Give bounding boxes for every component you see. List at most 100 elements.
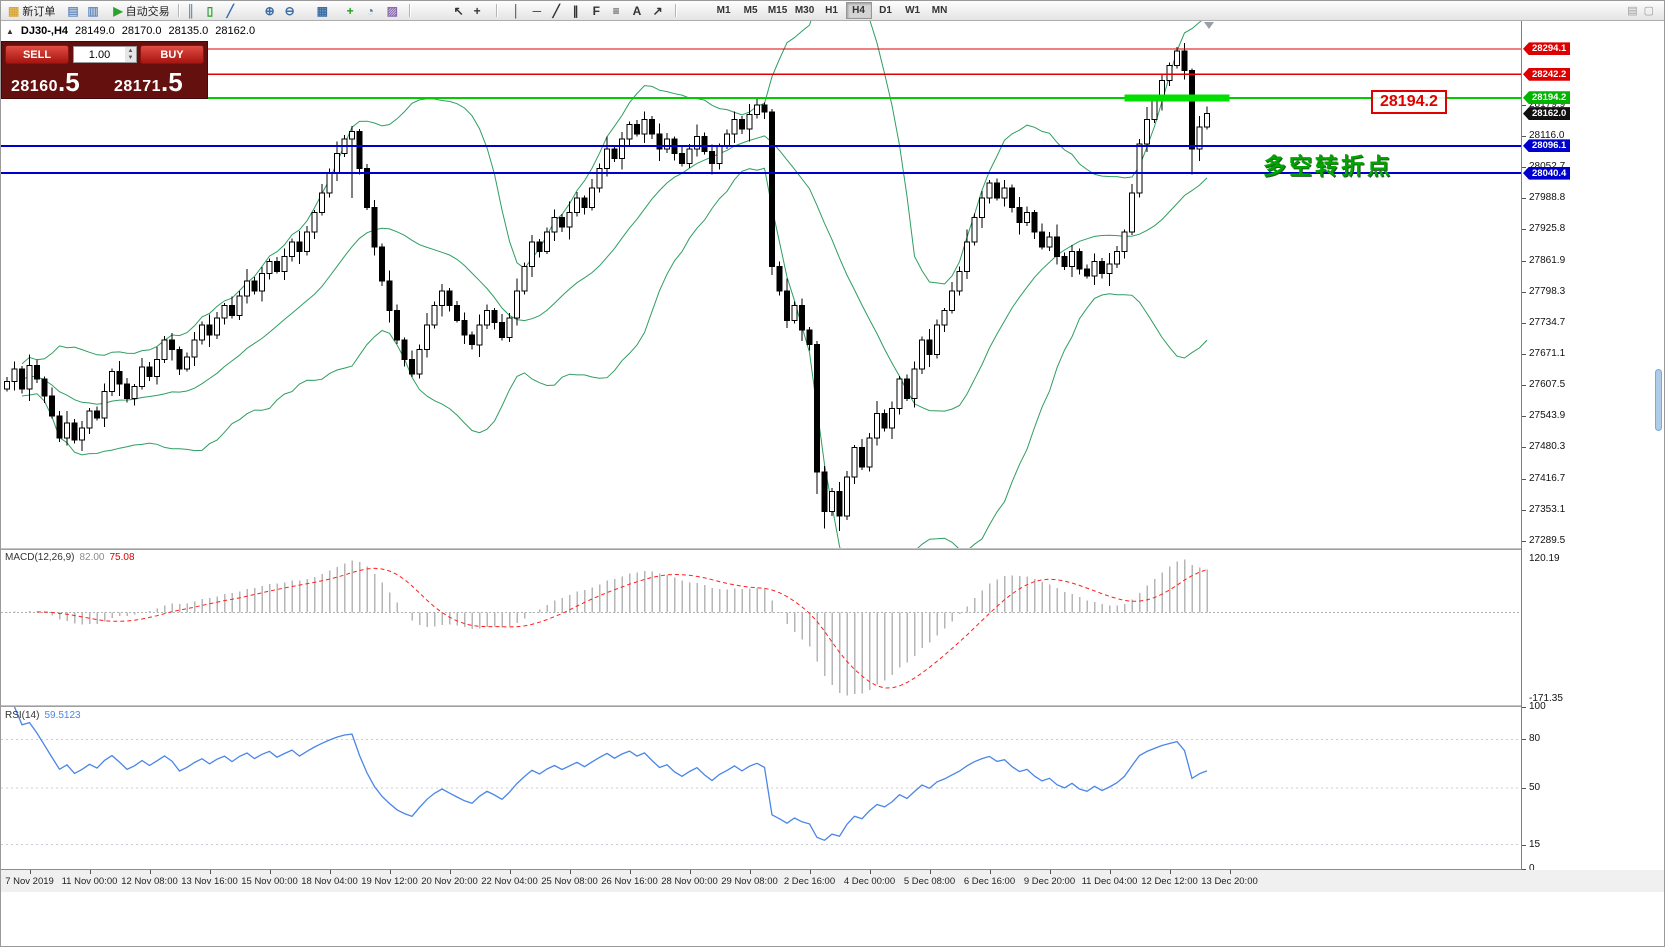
macd-bar [433, 612, 436, 627]
timeframe-m15[interactable]: M15 [765, 2, 791, 19]
sell-price: 28160.5 [11, 67, 80, 98]
rsi-panel[interactable] [1, 707, 1521, 869]
zoom-out-icon[interactable]: ⊖ [282, 2, 302, 20]
price-axis-tick [1522, 105, 1526, 106]
panel-collapse-arrow[interactable]: ▲ [6, 26, 14, 36]
macd-bar [636, 572, 638, 613]
macd-bar [1078, 597, 1081, 613]
chart-shift-marker[interactable] [1204, 22, 1214, 29]
candle-body [109, 371, 115, 392]
lot-spinner[interactable]: ▲ ▼ [125, 47, 136, 62]
timeframe-mn[interactable]: MN [927, 2, 953, 19]
macd-bar [1003, 576, 1006, 613]
trendline-icon[interactable]: ╱ [550, 2, 570, 20]
lot-input[interactable] [74, 47, 125, 62]
time-axis-label: 2 Dec 16:00 [783, 876, 836, 887]
text-icon[interactable]: A [630, 2, 650, 20]
rsi-axis-tick [1522, 845, 1526, 846]
tile-windows-icon[interactable]: ▦ [314, 2, 334, 20]
dock-icon[interactable]: ▤ [1627, 5, 1638, 17]
time-axis[interactable]: 7 Nov 2019 11 Nov 00:00 12 Nov 08:00 13 Nov… [1, 870, 1664, 892]
candle-body [424, 324, 430, 351]
sell-button[interactable]: SELL [5, 45, 69, 64]
macd-bar [426, 612, 428, 627]
timeframe-d1[interactable]: D1 [873, 2, 899, 19]
macd-bar [201, 599, 203, 613]
candle-body [1166, 65, 1173, 81]
main-chart[interactable] [1, 21, 1521, 548]
candle-chart-icon[interactable]: ▯ [204, 2, 224, 20]
buy-price: 28171.5 [114, 67, 183, 98]
add-indicator-icon[interactable]: + [344, 2, 364, 20]
timeframe-h1[interactable]: H1 [819, 2, 845, 19]
crosshair-icon[interactable]: + [471, 2, 491, 20]
timeframe-h4[interactable]: H4 [845, 2, 872, 19]
price-axis[interactable]: 28179.9 28116.0 28052.7 27988.8 27925.8 27861… [1521, 21, 1664, 874]
vertical-line-icon[interactable]: │ [510, 2, 530, 20]
bar-chart-icon[interactable]: ║ [184, 2, 204, 20]
time-axis-label: 18 Nov 04:00 [301, 876, 358, 887]
panel-separator[interactable] [1, 705, 1664, 707]
candle-body [964, 241, 970, 272]
cursor-icon[interactable]: ↖ [451, 2, 471, 20]
macd-bar [358, 562, 361, 613]
candle-body [79, 427, 85, 441]
period-icon[interactable]: ◔ [364, 2, 384, 20]
macd-bar [891, 612, 893, 675]
candle-body [161, 339, 168, 360]
candle-body [401, 339, 408, 360]
horizontal-line-icon[interactable]: ─ [530, 2, 550, 20]
restore-window-icon[interactable]: ▢ [1643, 5, 1654, 17]
time-axis-label: 28 Nov 00:00 [661, 876, 718, 887]
candle-body [1046, 236, 1053, 248]
candle-body [731, 118, 738, 135]
tile-windows-icon: ▦ [316, 3, 328, 18]
fibonacci-icon[interactable]: F [590, 2, 610, 20]
macd-bar [1108, 605, 1111, 613]
candle-body [1039, 231, 1045, 248]
chart-windows-icon[interactable]: ▤ [64, 2, 84, 20]
candle-chart-icon: ▯ [206, 3, 214, 18]
macd-panel[interactable] [1, 550, 1521, 705]
macd-bar [336, 567, 338, 613]
data-window-icon[interactable]: ▥ [84, 2, 104, 20]
candle-body [904, 378, 910, 400]
buy-button[interactable]: BUY [140, 45, 204, 64]
candle-body [184, 356, 190, 370]
candle-body [926, 339, 933, 355]
arrow-marker-icon[interactable]: ↗ [650, 2, 670, 20]
macd-bar [133, 612, 136, 615]
macd-bar [1116, 605, 1118, 613]
spin-up-icon[interactable]: ▲ [127, 47, 134, 54]
template-icon[interactable]: ▨ [384, 2, 404, 20]
timeframe-m5[interactable]: M5 [738, 2, 764, 19]
lot-size-field: ▲▼ [73, 46, 137, 63]
autotrade-button[interactable]: ▶ 自动交易 [110, 2, 172, 20]
timeframe-m30[interactable]: M30 [792, 2, 818, 19]
candle-body [199, 324, 205, 341]
zoom-in-icon[interactable]: ⊕ [262, 2, 282, 20]
shapes-icon: ≡ [612, 3, 620, 18]
toolbar-right-icons: ▤ ▢ [1627, 4, 1654, 17]
ohlc-close: 28162.0 [215, 25, 256, 37]
data-window-icon: ▥ [87, 3, 99, 18]
macd-bar [58, 612, 61, 620]
spin-down-icon[interactable]: ▼ [127, 54, 134, 61]
timeframe-w1[interactable]: W1 [900, 2, 926, 19]
vertical-scrollbar-thumb[interactable] [1655, 369, 1662, 431]
macd-bar [403, 611, 406, 613]
timeframe-m1[interactable]: M1 [711, 2, 737, 19]
macd-bar [808, 612, 811, 647]
rsi-axis-label: 15 [1529, 838, 1541, 850]
candle-body [611, 148, 618, 160]
time-axis-tick [390, 870, 391, 874]
highlight-bar[interactable] [1124, 94, 1230, 102]
new-order-button[interactable]: ▦ 新订单 [5, 2, 58, 20]
line-chart-icon[interactable]: ╱ [224, 2, 244, 20]
panel-separator[interactable] [1, 548, 1664, 550]
shapes-icon[interactable]: ≡ [610, 2, 630, 20]
macd-bar [193, 601, 196, 613]
channel-icon[interactable]: ∥ [570, 2, 590, 20]
candle-body [1031, 212, 1038, 233]
macd-bar [366, 566, 368, 613]
